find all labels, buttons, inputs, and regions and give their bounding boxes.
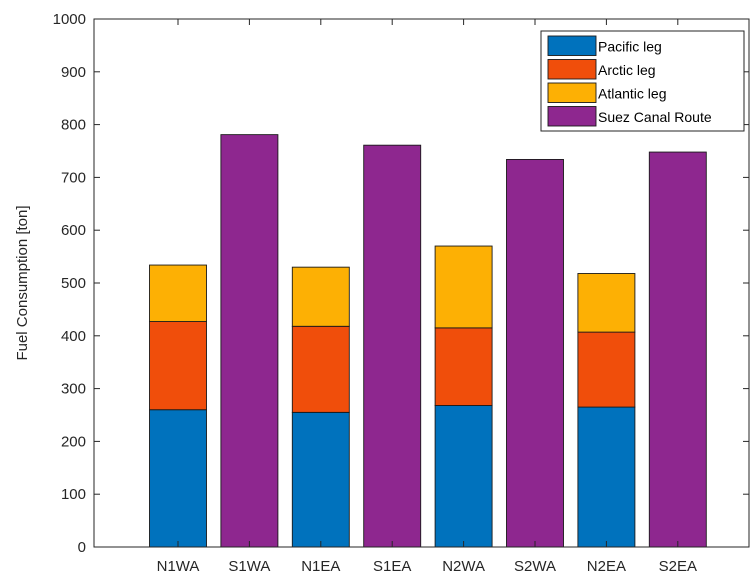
- bar-n2ea-series-2: [577, 273, 636, 333]
- bar-n2wa-series-1: [434, 327, 493, 406]
- bar-s2ea-series-3: [648, 151, 707, 548]
- y-tick-label: 0: [78, 539, 86, 556]
- legend-swatch: [547, 35, 597, 56]
- bar-n2ea-series-1: [577, 331, 636, 408]
- bar-n1wa-series-1: [149, 321, 207, 411]
- y-tick-label: 800: [61, 117, 86, 134]
- bar-n1ea-series-1: [291, 325, 350, 413]
- x-tick-label: S2EA: [659, 558, 697, 575]
- y-tick-label: 200: [61, 433, 86, 450]
- y-tick-label: 300: [61, 381, 86, 398]
- legend-swatch: [547, 106, 597, 127]
- y-tick-label: 900: [61, 64, 86, 81]
- bar-n1wa-series-2: [149, 264, 207, 322]
- bar-s1wa-series-3: [220, 134, 279, 548]
- x-tick-label: S2WA: [514, 558, 556, 575]
- bar-n2ea-series-0: [577, 406, 636, 548]
- y-tick-label: 1000: [53, 11, 86, 28]
- legend-swatch: [547, 82, 597, 103]
- y-axis-label: Fuel Consumption [ton]: [14, 205, 31, 360]
- bar-n1wa-series-0: [149, 409, 207, 548]
- legend-label: Suez Canal Route: [598, 109, 712, 125]
- x-tick-label: N1EA: [301, 558, 340, 575]
- legend-swatch: [547, 59, 597, 80]
- bar-n2wa-series-0: [434, 405, 493, 548]
- x-tick-label: S1EA: [373, 558, 411, 575]
- y-tick-label: 700: [61, 169, 86, 186]
- y-tick-label: 100: [61, 486, 86, 503]
- y-tick-label: 600: [61, 222, 86, 239]
- legend-label: Arctic leg: [598, 62, 656, 78]
- bar-n1ea-series-2: [291, 266, 350, 327]
- bar-n1ea-series-0: [291, 411, 350, 548]
- bar-s2wa-series-3: [506, 158, 564, 548]
- y-tick-label: 500: [61, 275, 86, 292]
- x-tick-label: N2EA: [587, 558, 626, 575]
- x-tick-label: N2WA: [442, 558, 485, 575]
- x-tick-label: N1WA: [157, 558, 200, 575]
- ticks-layer: 0 100 200 300 400 500 600 700 800 900 1000 N1WA S1WA…: [53, 11, 749, 575]
- legend-label: Atlantic leg: [598, 86, 666, 102]
- y-tick-label: 400: [61, 328, 86, 345]
- x-tick-label: S1WA: [228, 558, 270, 575]
- bar-n2wa-series-2: [434, 245, 493, 329]
- legend-label: Pacific leg: [598, 39, 662, 55]
- bar-s1ea-series-3: [363, 144, 422, 548]
- bars-layer: [149, 134, 707, 548]
- legend: Pacific leg Arctic leg Atlantic leg Suez Ca…: [540, 30, 745, 132]
